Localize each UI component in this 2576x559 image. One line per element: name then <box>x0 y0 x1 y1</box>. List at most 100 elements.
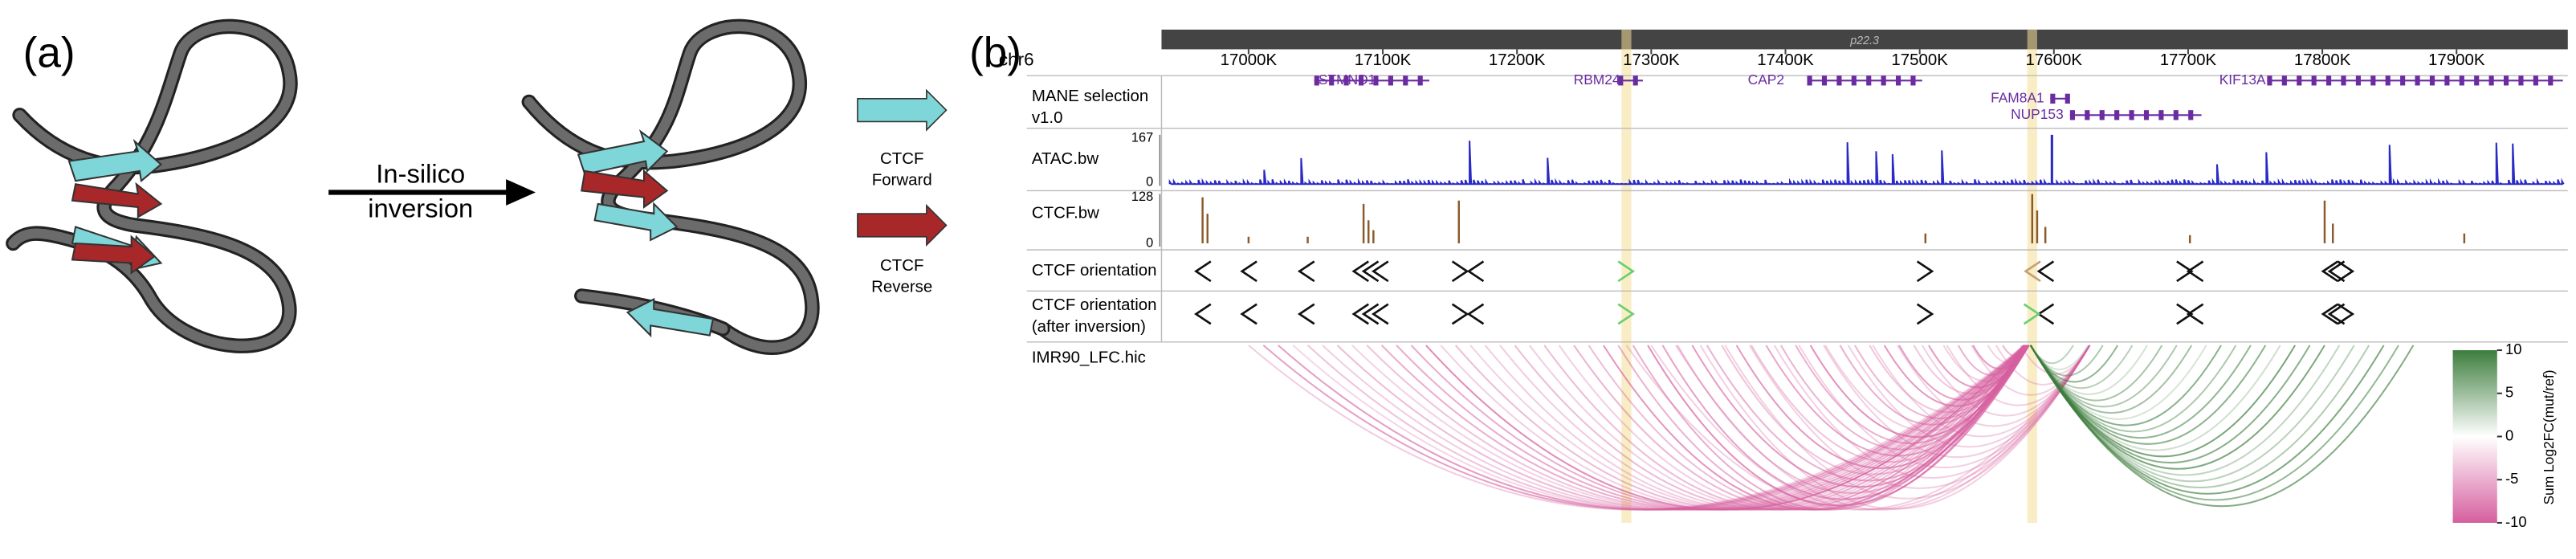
exon <box>1851 75 1857 86</box>
contact-arc <box>1440 345 2027 511</box>
legend-swatch <box>857 88 948 132</box>
contact-arc <box>2029 345 2237 433</box>
exon <box>2297 75 2302 86</box>
contact-arc <box>2029 345 2222 426</box>
exon <box>2099 110 2105 120</box>
contact-arc <box>1798 345 2091 468</box>
contact-arc <box>2029 345 2415 508</box>
ctcf-motif <box>1451 260 1469 283</box>
exon <box>1910 75 1916 86</box>
band-label: p22.3 <box>1849 35 1879 47</box>
exon <box>1373 75 1379 86</box>
ctcf-motif <box>1466 303 1485 325</box>
ctcf-reverse <box>71 235 156 275</box>
legend-label: CTCF <box>880 256 924 275</box>
position-label: 17000K <box>1221 51 1278 69</box>
gene-label: NUP153 <box>2011 106 2064 122</box>
exon <box>1618 75 1624 86</box>
exon <box>1417 75 1423 86</box>
contact-arc <box>1773 345 2091 479</box>
exon <box>2114 110 2120 120</box>
shape <box>581 169 669 209</box>
contact-arc <box>1823 345 2091 459</box>
contact-arc <box>1971 345 2091 396</box>
exon <box>2267 75 2272 86</box>
contact-arc <box>2029 345 2341 476</box>
arrow-label: In-silico <box>376 159 465 189</box>
contact-arc <box>1699 345 2091 510</box>
position-label: 17700K <box>2160 51 2217 69</box>
contact-arc <box>1824 345 2030 432</box>
legend-label: Forward <box>872 171 932 190</box>
ctcf-motif <box>1194 260 1212 283</box>
ctcf-motif <box>2337 260 2355 283</box>
contact-arc <box>1869 345 2028 414</box>
track-name: CTCF orientation <box>1032 296 1157 314</box>
contact-arc <box>1625 345 2091 511</box>
gene-label: RBM24 <box>1574 71 1620 88</box>
legend-label: CTCF <box>880 149 924 168</box>
exon <box>2548 75 2554 86</box>
contact-arc <box>1921 345 2091 417</box>
contact-arc <box>1839 345 2025 426</box>
contact-arc <box>1322 345 2027 511</box>
exon <box>1314 75 1319 86</box>
ctcf-motif <box>1371 303 1389 325</box>
ctcf-motif <box>2321 303 2339 325</box>
ctcf-motif <box>2176 260 2194 283</box>
ctcf-motif <box>2327 303 2346 325</box>
shape <box>506 179 536 206</box>
contact-arc <box>1292 345 2030 511</box>
contact-arc <box>1987 345 2028 364</box>
ctcf-motif <box>1351 260 1369 283</box>
loops-inverted <box>521 18 820 355</box>
position-label: 17800K <box>2294 51 2351 69</box>
exon <box>2281 75 2287 86</box>
exon <box>2474 75 2480 86</box>
contact-arc <box>1484 345 2025 511</box>
exon <box>1329 75 1335 86</box>
ctcf-motif <box>2036 260 2055 283</box>
ctcf-motif <box>1916 303 1934 325</box>
ctcf-motif <box>2023 303 2041 325</box>
ctcf-motif <box>2186 303 2204 325</box>
contact-arc <box>1425 345 2025 511</box>
contact-arc <box>1647 345 2030 507</box>
contact-arc <box>1602 345 2025 511</box>
ctcf-forward <box>67 138 163 183</box>
position-label: 17900K <box>2428 51 2485 69</box>
position-label: 17500K <box>1891 51 1948 69</box>
legend-swatch <box>857 203 948 247</box>
shape <box>626 297 715 338</box>
exon <box>2503 75 2509 86</box>
exon <box>1821 75 1828 86</box>
track-range: 128 <box>1131 190 1153 204</box>
contact-arc <box>1779 345 2025 451</box>
colorbar <box>2452 350 2497 523</box>
contact-arc <box>1706 345 2030 482</box>
chromosome: chr6 <box>999 50 1034 70</box>
exon <box>2050 93 2056 104</box>
ctcf-motif <box>1361 303 1380 325</box>
track-name: (after inversion) <box>1032 317 1146 336</box>
contact-arc <box>1735 345 2027 469</box>
exon <box>2415 75 2420 86</box>
gene-label: CAP2 <box>1748 71 1784 88</box>
track-name: MANE selection <box>1032 87 1148 105</box>
ctcf-motif <box>1351 303 1369 325</box>
contact-arc <box>1336 345 2028 511</box>
ctcf-motif <box>1371 260 1389 283</box>
exon <box>2488 75 2494 86</box>
contact-arc <box>2029 345 2325 470</box>
track-name: CTCF orientation <box>1032 261 1157 280</box>
exon <box>2085 110 2090 120</box>
contact-arc <box>1632 345 2028 511</box>
exon <box>2341 75 2346 86</box>
contact-arc <box>1995 345 2091 386</box>
exon <box>1388 75 1393 86</box>
ctcf-motif <box>2337 303 2355 325</box>
contact-arc <box>1499 345 2027 511</box>
ctcf-motif <box>1240 303 1257 325</box>
exon <box>2533 75 2538 86</box>
exon <box>2459 75 2464 86</box>
